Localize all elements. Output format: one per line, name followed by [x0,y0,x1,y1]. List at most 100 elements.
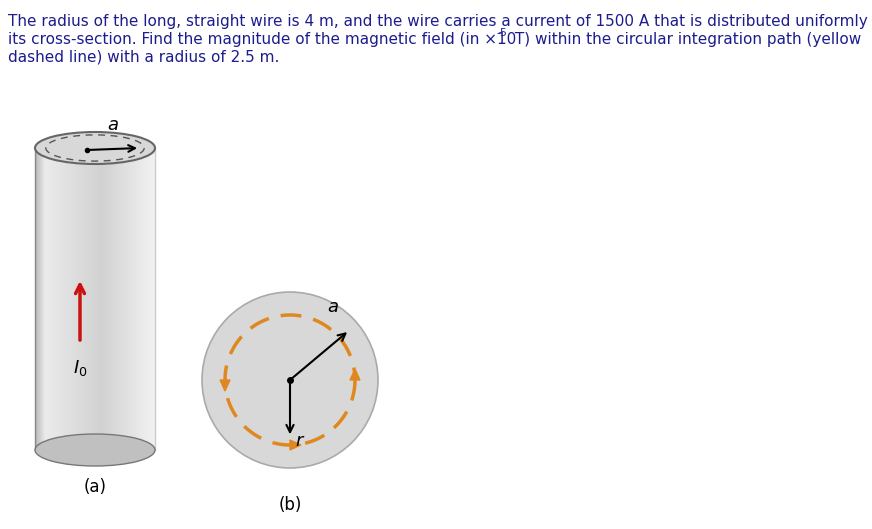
Bar [119,148,120,450]
Bar [50,148,51,450]
Bar [116,148,117,450]
Bar [105,148,106,450]
Bar [92,148,93,450]
Bar [61,148,62,450]
Bar [109,148,110,450]
Text: r: r [295,432,303,450]
Bar [85,148,86,450]
Text: The radius of the long, straight wire is 4 m, and the wire carries a current of : The radius of the long, straight wire is… [8,14,872,29]
Bar [148,148,149,450]
Bar [95,148,96,450]
Bar [76,148,77,450]
Bar [63,148,64,450]
Bar [138,148,139,450]
Bar [91,148,92,450]
Bar [82,148,83,450]
Bar [150,148,151,450]
Ellipse shape [35,434,155,466]
Bar [53,148,54,450]
Bar [104,148,105,450]
Bar [111,148,112,450]
Bar [62,148,63,450]
Bar [145,148,146,450]
Bar [151,148,152,450]
Bar [96,148,97,450]
Bar [64,148,65,450]
Bar [137,148,138,450]
Text: a: a [327,298,338,316]
Bar [60,148,61,450]
Bar [77,148,78,450]
Bar [115,148,116,450]
Bar [140,148,141,450]
Bar [98,148,99,450]
Polygon shape [290,440,301,450]
Polygon shape [350,369,360,380]
Bar [58,148,59,450]
Text: $I_0$: $I_0$ [72,358,87,378]
Bar [67,148,68,450]
Bar [124,148,125,450]
Bar [78,148,79,450]
Bar [86,148,87,450]
Bar [101,148,102,450]
Bar [54,148,55,450]
Bar [118,148,119,450]
Text: (b): (b) [278,496,302,514]
Bar [51,148,52,450]
Polygon shape [220,380,230,391]
Bar [125,148,126,450]
Bar [73,148,74,450]
Bar [136,148,137,450]
Bar [38,148,39,450]
Bar [72,148,73,450]
Bar [45,148,46,450]
Bar [87,148,88,450]
Bar [88,148,89,450]
Bar [97,148,98,450]
Bar [94,148,95,450]
Bar [114,148,115,450]
Bar [74,148,75,450]
Bar [139,148,140,450]
Bar [41,148,42,450]
Bar [122,148,123,450]
Bar [36,148,37,450]
Bar [121,148,122,450]
Bar [71,148,72,450]
Bar [84,148,85,450]
Bar [56,148,57,450]
Bar [75,148,76,450]
Bar [68,148,69,450]
Bar [127,148,128,450]
Bar [59,148,60,450]
Bar [44,148,45,450]
Bar [42,148,43,450]
Bar [132,148,133,450]
Bar [113,148,114,450]
Bar [80,148,81,450]
Text: its cross-section. Find the magnitude of the magnetic field (in ×10: its cross-section. Find the magnitude of… [8,32,516,47]
Bar [35,148,36,450]
Bar [90,148,91,450]
Bar [102,148,103,450]
Bar [110,148,111,450]
Bar [103,148,104,450]
Bar [55,148,56,450]
Bar [65,148,66,450]
Bar [70,148,71,450]
Text: dashed line) with a radius of 2.5 m.: dashed line) with a radius of 2.5 m. [8,50,279,65]
Bar [37,148,38,450]
Ellipse shape [35,132,155,164]
Bar [149,148,150,450]
Bar [146,148,147,450]
Bar [133,148,134,450]
Bar [154,148,155,450]
Bar [89,148,90,450]
Bar [66,148,67,450]
Bar [147,148,148,450]
Bar [52,148,53,450]
Bar [107,148,108,450]
Bar [141,148,142,450]
Bar [108,148,109,450]
